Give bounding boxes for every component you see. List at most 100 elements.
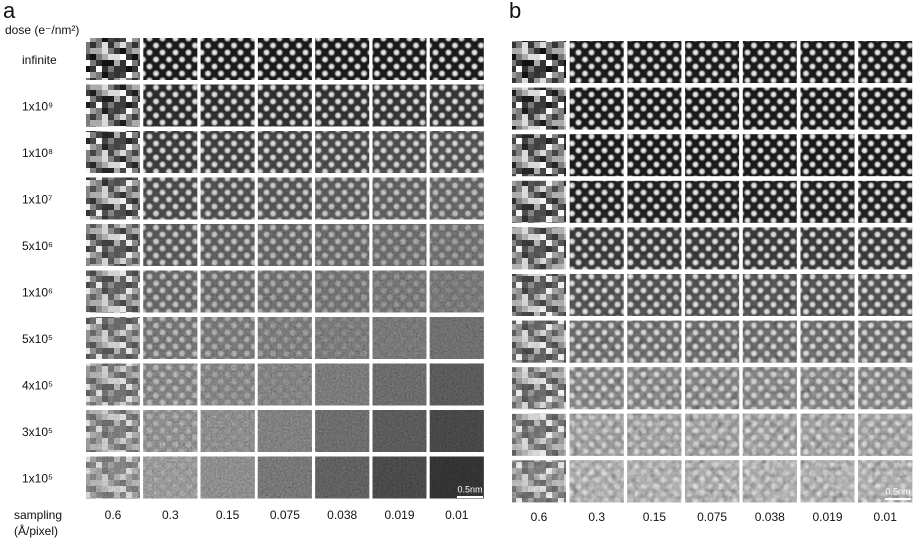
tile-noise <box>685 367 740 410</box>
image-tile <box>512 41 566 83</box>
tile-noise <box>372 84 427 127</box>
image-tile <box>143 363 198 406</box>
column-label: 0.3 <box>588 510 605 524</box>
tile-noise <box>257 456 312 499</box>
column-label: 0.019 <box>384 508 414 522</box>
tile-shade <box>143 178 197 220</box>
tile-base <box>200 38 255 80</box>
tile-shade <box>429 177 484 220</box>
tile-noise <box>627 320 682 363</box>
image-tile <box>372 456 427 499</box>
tile-noise <box>627 274 682 316</box>
tile-noise <box>372 131 427 173</box>
image-tile <box>627 134 682 177</box>
tile-noise <box>143 270 198 313</box>
image-tile <box>512 367 566 410</box>
tile-shade <box>143 456 198 499</box>
tile-shade <box>315 456 370 499</box>
image-tile <box>315 410 370 452</box>
column-label: 0.6 <box>531 510 548 524</box>
tile-base <box>858 41 913 83</box>
image-tile <box>315 270 370 313</box>
tile-noise <box>200 131 255 173</box>
tile-noise <box>569 367 624 410</box>
tile-noise <box>512 274 566 316</box>
tile-noise <box>315 270 370 313</box>
image-tile <box>512 87 566 130</box>
tile-noise <box>200 84 255 127</box>
image-tile <box>512 180 566 223</box>
tile-noise <box>200 456 255 499</box>
image-tile <box>200 38 255 80</box>
tile-noise <box>512 367 566 410</box>
tile-noise <box>315 84 370 127</box>
image-tile <box>512 320 566 363</box>
scale-bar-label: 0.5nm <box>457 484 482 494</box>
image-tile <box>627 180 682 223</box>
row-label: 5x10⁵ <box>22 332 53 346</box>
tile-shade <box>257 270 312 313</box>
tile-base <box>742 87 797 130</box>
tile-base <box>257 38 312 80</box>
tile-noise <box>569 227 624 270</box>
image-tile <box>143 410 198 452</box>
tile-noise <box>429 224 484 266</box>
tile-noise <box>858 460 913 503</box>
tile-noise <box>569 320 624 363</box>
column-label: 0.075 <box>697 510 727 524</box>
image-tile <box>257 270 312 313</box>
row-label: 4x10⁵ <box>22 379 53 393</box>
tile-base <box>627 41 682 83</box>
tile-shade <box>372 410 427 452</box>
image-tile <box>742 134 797 177</box>
tile-noise <box>143 131 198 173</box>
image-tile <box>742 413 797 456</box>
image-tile <box>685 41 740 83</box>
tile-noise <box>858 413 913 456</box>
tile-base <box>627 134 682 177</box>
tile-noise <box>685 274 740 316</box>
image-tile <box>858 320 913 363</box>
image-tile <box>569 227 624 270</box>
image-tile <box>200 410 255 452</box>
tile-noise <box>742 320 797 363</box>
tile-noise <box>429 177 484 220</box>
image-tile <box>800 367 855 410</box>
image-tile <box>143 177 198 220</box>
image-tile <box>800 413 855 456</box>
tile-noise <box>627 367 682 410</box>
tile-base <box>858 87 913 130</box>
tile-noise <box>742 180 797 223</box>
image-tile <box>200 270 255 313</box>
tile-noise <box>742 367 797 410</box>
tile-noise <box>200 177 255 220</box>
image-tile <box>372 363 427 406</box>
image-tile <box>429 84 484 127</box>
image-tile <box>86 84 140 127</box>
column-label: 0.01 <box>445 508 469 522</box>
tile-base <box>800 41 855 83</box>
tile-noise <box>569 274 624 316</box>
tile-noise <box>429 84 484 127</box>
tile-shade <box>315 317 370 359</box>
tile-noise <box>86 177 140 220</box>
image-tile <box>627 87 682 130</box>
tile-noise <box>372 224 427 266</box>
column-label: 0.01 <box>874 510 898 524</box>
tile-shade <box>143 270 198 313</box>
image-tile <box>372 131 427 173</box>
row-label: 1x10⁵ <box>22 472 53 486</box>
tile-shade <box>200 224 255 266</box>
image-tile <box>685 274 740 316</box>
tile-noise <box>86 363 140 406</box>
tile-noise <box>86 131 140 173</box>
image-tile <box>200 317 255 359</box>
image-tile <box>372 270 427 313</box>
tile-shade <box>429 456 484 499</box>
column-label: 0.038 <box>755 510 785 524</box>
tile-noise <box>685 180 740 223</box>
image-tile <box>685 87 740 130</box>
image-tile <box>143 224 198 266</box>
tile-shade <box>143 224 197 266</box>
tile-noise <box>257 317 312 359</box>
